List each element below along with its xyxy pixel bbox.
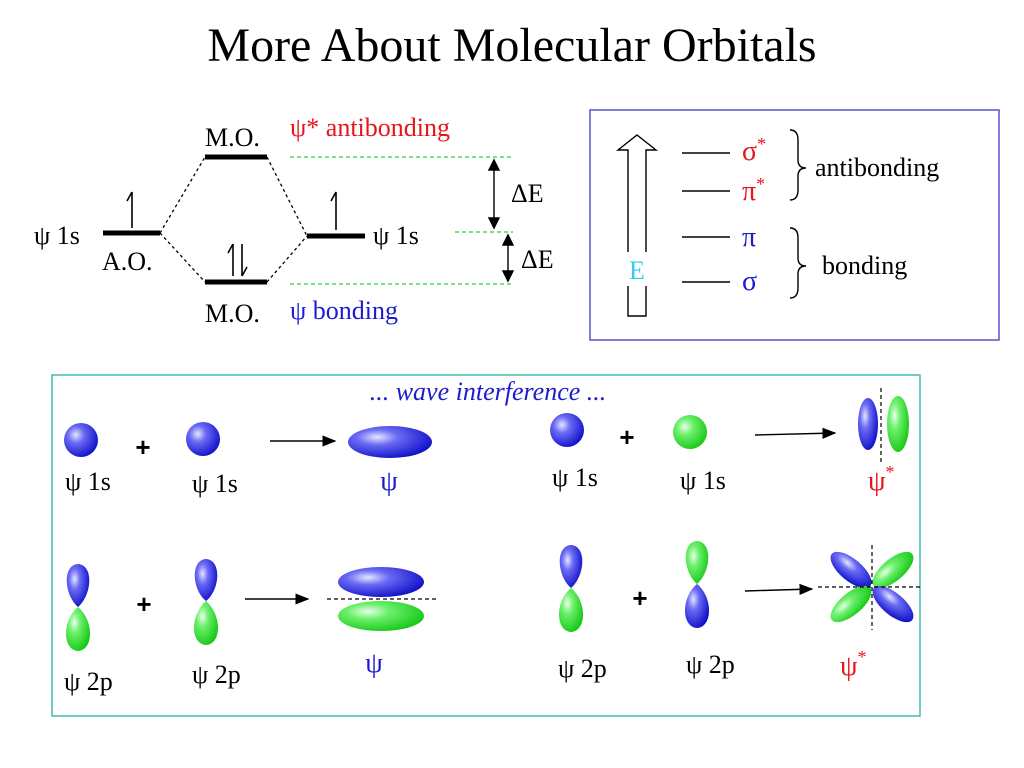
pi-antibonding-orbital (818, 545, 922, 630)
energy-axis-arrow (615, 134, 659, 317)
p-orbital-green-lobe (559, 588, 583, 632)
interference-panel: ... wave interference ... + ψ 1s ψ 1s ψ … (51, 374, 922, 717)
slide-title: More About Molecular Orbitals (207, 19, 817, 72)
p-label: ψ 2p (192, 660, 241, 689)
p-orbital-blue-lobe (194, 559, 218, 601)
psi-star-label: ψ* (868, 462, 895, 497)
antibonding-mo-label: ψ* antibonding (290, 113, 450, 142)
antibonding-lobe-green (887, 396, 909, 452)
p-orbital-blue-lobe (559, 545, 583, 588)
interference-heading: ... wave interference ... (370, 377, 607, 406)
delta-e-bottom-label: ΔE (521, 245, 554, 274)
s-label: ψ 1s (552, 463, 598, 492)
bonding-sigma-orbital (348, 426, 432, 458)
p-label: ψ 2p (686, 650, 735, 679)
electron-arrows (126, 191, 337, 277)
p-orbital-blue-lobe (66, 564, 90, 607)
bonding-text: bonding (822, 251, 907, 280)
p-label: ψ 2p (558, 654, 607, 683)
p-orbital-green-lobe (194, 601, 218, 645)
energy-ordering-box: E σ* π* π σ antibonding bonding (589, 109, 1000, 341)
pi-bonding-top-lobe (338, 567, 424, 597)
sigma-label: σ (742, 266, 757, 297)
p-orbital-green-lobe (685, 541, 709, 584)
pi-star-label: π* (742, 174, 765, 207)
mo-bottom-label: M.O. (205, 299, 260, 328)
p-orbital-blue-lobe (685, 584, 709, 628)
psi-bonding-label: ψ (380, 466, 398, 497)
s-orbital (186, 422, 220, 456)
p-orbital-green-lobe (66, 607, 90, 651)
s-label: ψ 1s (192, 469, 238, 498)
s-orbital (64, 423, 98, 457)
left-ao-label: ψ 1s (34, 221, 80, 250)
correlation-lines (159, 156, 308, 283)
s-label: ψ 1s (65, 467, 111, 496)
bonding-mo-label: ψ bonding (290, 296, 398, 325)
antibonding-lobe-blue (858, 398, 878, 450)
antibonding-text: antibonding (815, 153, 939, 182)
reaction-arrow (744, 583, 814, 595)
delta-e-arrows (487, 158, 515, 283)
pi-bonding-bottom-lobe (338, 601, 424, 631)
p-label: ψ 2p (64, 667, 113, 696)
s-label: ψ 1s (680, 466, 726, 495)
plus-sign: + (136, 589, 151, 619)
psi-star-label: ψ* (840, 647, 867, 682)
s-orbital-green (673, 415, 707, 449)
s-orbital (550, 413, 584, 447)
energy-axis-label: E (629, 256, 645, 285)
mo-top-label: M.O. (205, 123, 260, 152)
bonding-brace (789, 227, 807, 299)
plus-sign: + (619, 422, 634, 452)
energy-level-lines (682, 152, 730, 283)
sigma-star-label: σ* (742, 134, 766, 167)
delta-e-top-label: ΔE (511, 179, 544, 208)
right-ao-label: ψ 1s (373, 221, 419, 250)
energy-guide-lines (290, 156, 513, 285)
antibonding-brace (789, 129, 807, 201)
psi-bonding-label: ψ (365, 648, 383, 679)
ao-label: A.O. (102, 247, 153, 276)
interference-box-border (51, 374, 921, 717)
energy-box-border (589, 109, 1000, 341)
plus-sign: + (135, 432, 150, 462)
plus-sign: + (632, 583, 647, 613)
mo-diagram: M.O. M.O. A.O. ψ 1s ψ 1s ψ* antibonding … (34, 113, 554, 328)
reaction-arrow (754, 427, 837, 439)
pi-label: π (742, 222, 756, 253)
